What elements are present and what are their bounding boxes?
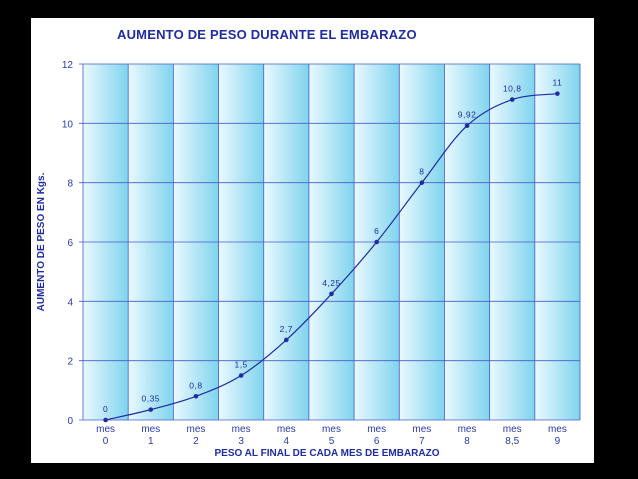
data-label: 0,35: [141, 394, 160, 404]
y-tick-label: 6: [67, 238, 73, 249]
y-tick-label: 10: [62, 119, 74, 130]
x-category-label-bottom: 4: [284, 436, 290, 447]
x-category-label-bottom: 8: [464, 436, 470, 447]
x-category-label-bottom: 8,5: [505, 436, 519, 447]
y-tick-label: 12: [62, 60, 74, 71]
data-label: 11: [552, 78, 562, 88]
y-tick-label: 0: [67, 416, 73, 427]
data-point: [555, 91, 560, 96]
y-tick-label: 8: [67, 179, 73, 190]
x-category-label-top: mes: [458, 424, 477, 435]
data-point: [284, 337, 289, 343]
x-category-label-bottom: 2: [193, 436, 199, 447]
y-axis-label: AUMENTO DE PESO EN Kgs.: [36, 172, 47, 311]
x-category-label-top: mes: [367, 424, 386, 435]
x-category-label-bottom: 1: [148, 436, 154, 447]
x-category-label-top: mes: [503, 424, 522, 435]
data-labels: 0 0,35 0,8 1,5 2,7 4,25 6 8 9,92 10,8 11: [103, 78, 562, 414]
data-label: 1,5: [234, 360, 247, 370]
y-tick-label: 2: [67, 357, 73, 368]
x-category-label-bottom: 9: [555, 436, 561, 447]
data-label: 8: [419, 167, 424, 177]
x-category-label-top: mes: [232, 424, 251, 435]
data-point: [464, 123, 470, 129]
data-label: 0,8: [189, 380, 202, 390]
x-category-label-bottom: 6: [374, 436, 380, 447]
data-label: 4,25: [322, 278, 341, 288]
x-category-label-top: mes: [548, 424, 567, 435]
x-category-label-top: mes: [322, 424, 341, 435]
data-point: [148, 407, 154, 412]
data-point: [238, 373, 244, 378]
data-point: [329, 291, 334, 297]
chart-frame: AUMENTO DE PESO DURANTE EL EMBARAZO 0 2 4 6…: [31, 18, 594, 463]
x-category-labels: mes0mes1mes2mes3mes4mes5mes6mes7mes8mes8…: [96, 424, 567, 447]
gridlines: [79, 63, 581, 421]
x-category-label-top: mes: [412, 424, 431, 435]
x-category-label-bottom: 0: [103, 436, 109, 447]
data-label: 10,8: [503, 84, 522, 94]
chart-svg: AUMENTO DE PESO DURANTE EL EMBARAZO 0 2 4 6…: [36, 27, 581, 459]
x-category-label-top: mes: [141, 424, 160, 435]
data-point: [509, 97, 515, 102]
x-category-label-bottom: 3: [238, 436, 244, 447]
chart-title: AUMENTO DE PESO DURANTE EL EMBARAZO: [117, 27, 417, 42]
data-points: [103, 91, 560, 423]
data-label: 9,92: [458, 110, 477, 120]
x-category-label-bottom: 7: [419, 436, 425, 447]
data-point: [374, 239, 379, 245]
x-category-label-top: mes: [187, 424, 206, 435]
data-point: [103, 417, 108, 423]
x-category-label-top: mes: [277, 424, 296, 435]
x-category-label-bottom: 5: [329, 436, 335, 447]
y-tick-label: 4: [67, 297, 73, 308]
data-label: 6: [374, 226, 379, 236]
data-label: 0: [103, 404, 108, 414]
x-category-label-top: mes: [96, 424, 115, 435]
y-tick-labels: 0 2 4 6 8 10 12: [62, 60, 74, 427]
data-point: [419, 180, 425, 185]
x-axis-label: PESO AL FINAL DE CADA MES DE EMBARAZO: [214, 448, 439, 459]
data-label: 2,7: [280, 324, 293, 334]
data-point: [193, 393, 199, 399]
